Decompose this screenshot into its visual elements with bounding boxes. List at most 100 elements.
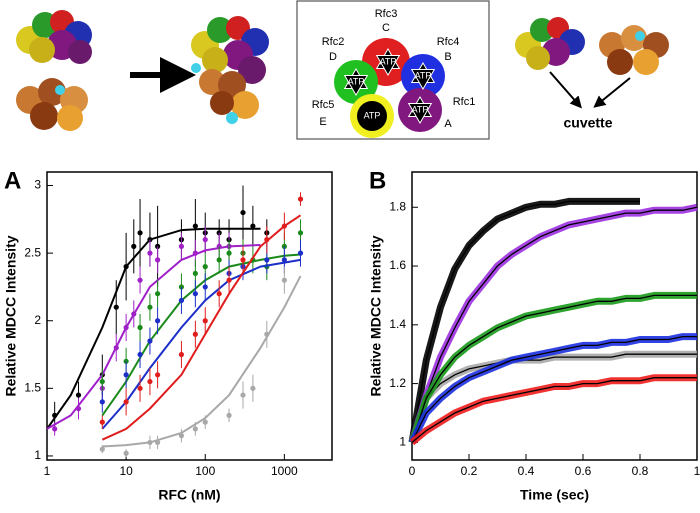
x-tick-label: 100 — [195, 464, 215, 478]
x-tick-label: 10 — [119, 464, 133, 478]
subunit-name: Rfc3 — [375, 8, 398, 20]
y-tick-label: 1.8 — [389, 199, 406, 213]
data-point — [178, 351, 185, 358]
data-point — [202, 237, 208, 243]
trace — [408, 350, 697, 444]
atp-label: ATP — [415, 70, 432, 80]
data-point — [250, 223, 256, 229]
cuvette-label: cuvette — [563, 115, 612, 131]
fit-line — [411, 206, 698, 443]
fit-line — [411, 200, 640, 443]
data-point — [192, 331, 198, 337]
data-point — [226, 277, 232, 283]
data-point — [75, 406, 82, 412]
data-point — [155, 318, 161, 324]
data-point — [52, 412, 58, 418]
x-axis-title: RFC (nM) — [158, 487, 220, 503]
y-tick-label: 1.2 — [389, 376, 406, 390]
subunit-name: Rfc1 — [453, 96, 476, 108]
data-point — [264, 257, 270, 263]
data-point — [297, 196, 304, 202]
y-tick-label: 1.6 — [389, 258, 406, 272]
data-point — [216, 291, 222, 297]
data-point — [52, 426, 58, 432]
data-point — [216, 230, 222, 236]
data-point — [297, 250, 304, 256]
trace — [408, 291, 697, 444]
bound-complex — [191, 16, 269, 124]
data-point — [155, 372, 161, 378]
data-point — [281, 257, 287, 263]
x-tick-label: 0 — [409, 464, 416, 478]
data-point — [202, 318, 208, 324]
subunit-site: D — [329, 51, 337, 63]
data-point — [155, 439, 161, 446]
x-tick-label: 0.6 — [575, 464, 592, 478]
data-point — [147, 338, 153, 344]
plot-frame — [46, 171, 333, 461]
data-point — [178, 433, 185, 439]
y-tick-label: 1 — [34, 448, 41, 462]
data-point — [264, 331, 270, 337]
fit-line — [411, 335, 697, 443]
data-point — [131, 243, 137, 249]
data-point — [123, 264, 129, 270]
data-point — [113, 304, 119, 310]
x-tick-label: 1000 — [271, 464, 298, 478]
data-point — [137, 324, 143, 331]
atp-label: ATP — [412, 104, 429, 114]
data-point — [202, 419, 208, 425]
data-point — [131, 311, 137, 317]
panel-label: B — [369, 167, 386, 194]
data-point — [147, 237, 153, 243]
left-complexes — [16, 10, 92, 131]
data-point — [137, 277, 143, 283]
data-point — [192, 291, 198, 297]
data-point — [147, 250, 153, 256]
y-tick-label: 1.5 — [24, 381, 41, 395]
x-axis-title: Time (sec) — [520, 487, 589, 503]
data-point — [192, 223, 198, 229]
data-point — [202, 264, 208, 270]
x-tick-label: 0.2 — [461, 464, 478, 478]
data-point — [240, 392, 246, 398]
data-point — [250, 385, 256, 391]
subunit-diagram: ATP ATP ATP ATP ATP Rfc3 C Rfc2 D Rfc4 B… — [312, 8, 476, 138]
data-point — [155, 257, 161, 263]
data-point — [155, 243, 161, 249]
subunit-site: B — [444, 51, 451, 63]
plot-frame — [411, 171, 698, 461]
y-axis-title: Relative MDCC Intensity — [3, 235, 19, 396]
fit-line — [101, 253, 301, 416]
atp-label: ATP — [348, 76, 365, 86]
data-point — [281, 277, 287, 283]
fit-line — [101, 214, 302, 441]
data-point — [123, 450, 129, 456]
panel-label: A — [4, 167, 21, 194]
subunit-site: E — [319, 116, 326, 128]
data-point — [226, 250, 232, 256]
data-point — [240, 257, 246, 263]
data-point — [137, 230, 143, 236]
data-point — [178, 243, 185, 249]
data-point — [240, 209, 246, 216]
data-point — [192, 270, 198, 277]
y-tick-label: 1 — [399, 435, 406, 449]
subunit-name: Rfc5 — [312, 99, 335, 111]
y-tick-label: 3 — [34, 178, 41, 192]
data-point — [155, 291, 161, 297]
x-tick-label: 0.4 — [518, 464, 535, 478]
trace — [408, 203, 698, 444]
subunit-name: Rfc2 — [322, 36, 345, 48]
data-point — [99, 419, 105, 425]
trace — [408, 197, 640, 443]
fit-line — [101, 258, 301, 430]
fit-line — [411, 353, 697, 443]
data-point — [123, 372, 129, 378]
y-tick-label: 1.4 — [389, 317, 406, 331]
data-point — [113, 345, 119, 351]
data-point — [147, 439, 153, 446]
y-tick-label: 2 — [34, 313, 41, 327]
data-point — [281, 243, 287, 249]
